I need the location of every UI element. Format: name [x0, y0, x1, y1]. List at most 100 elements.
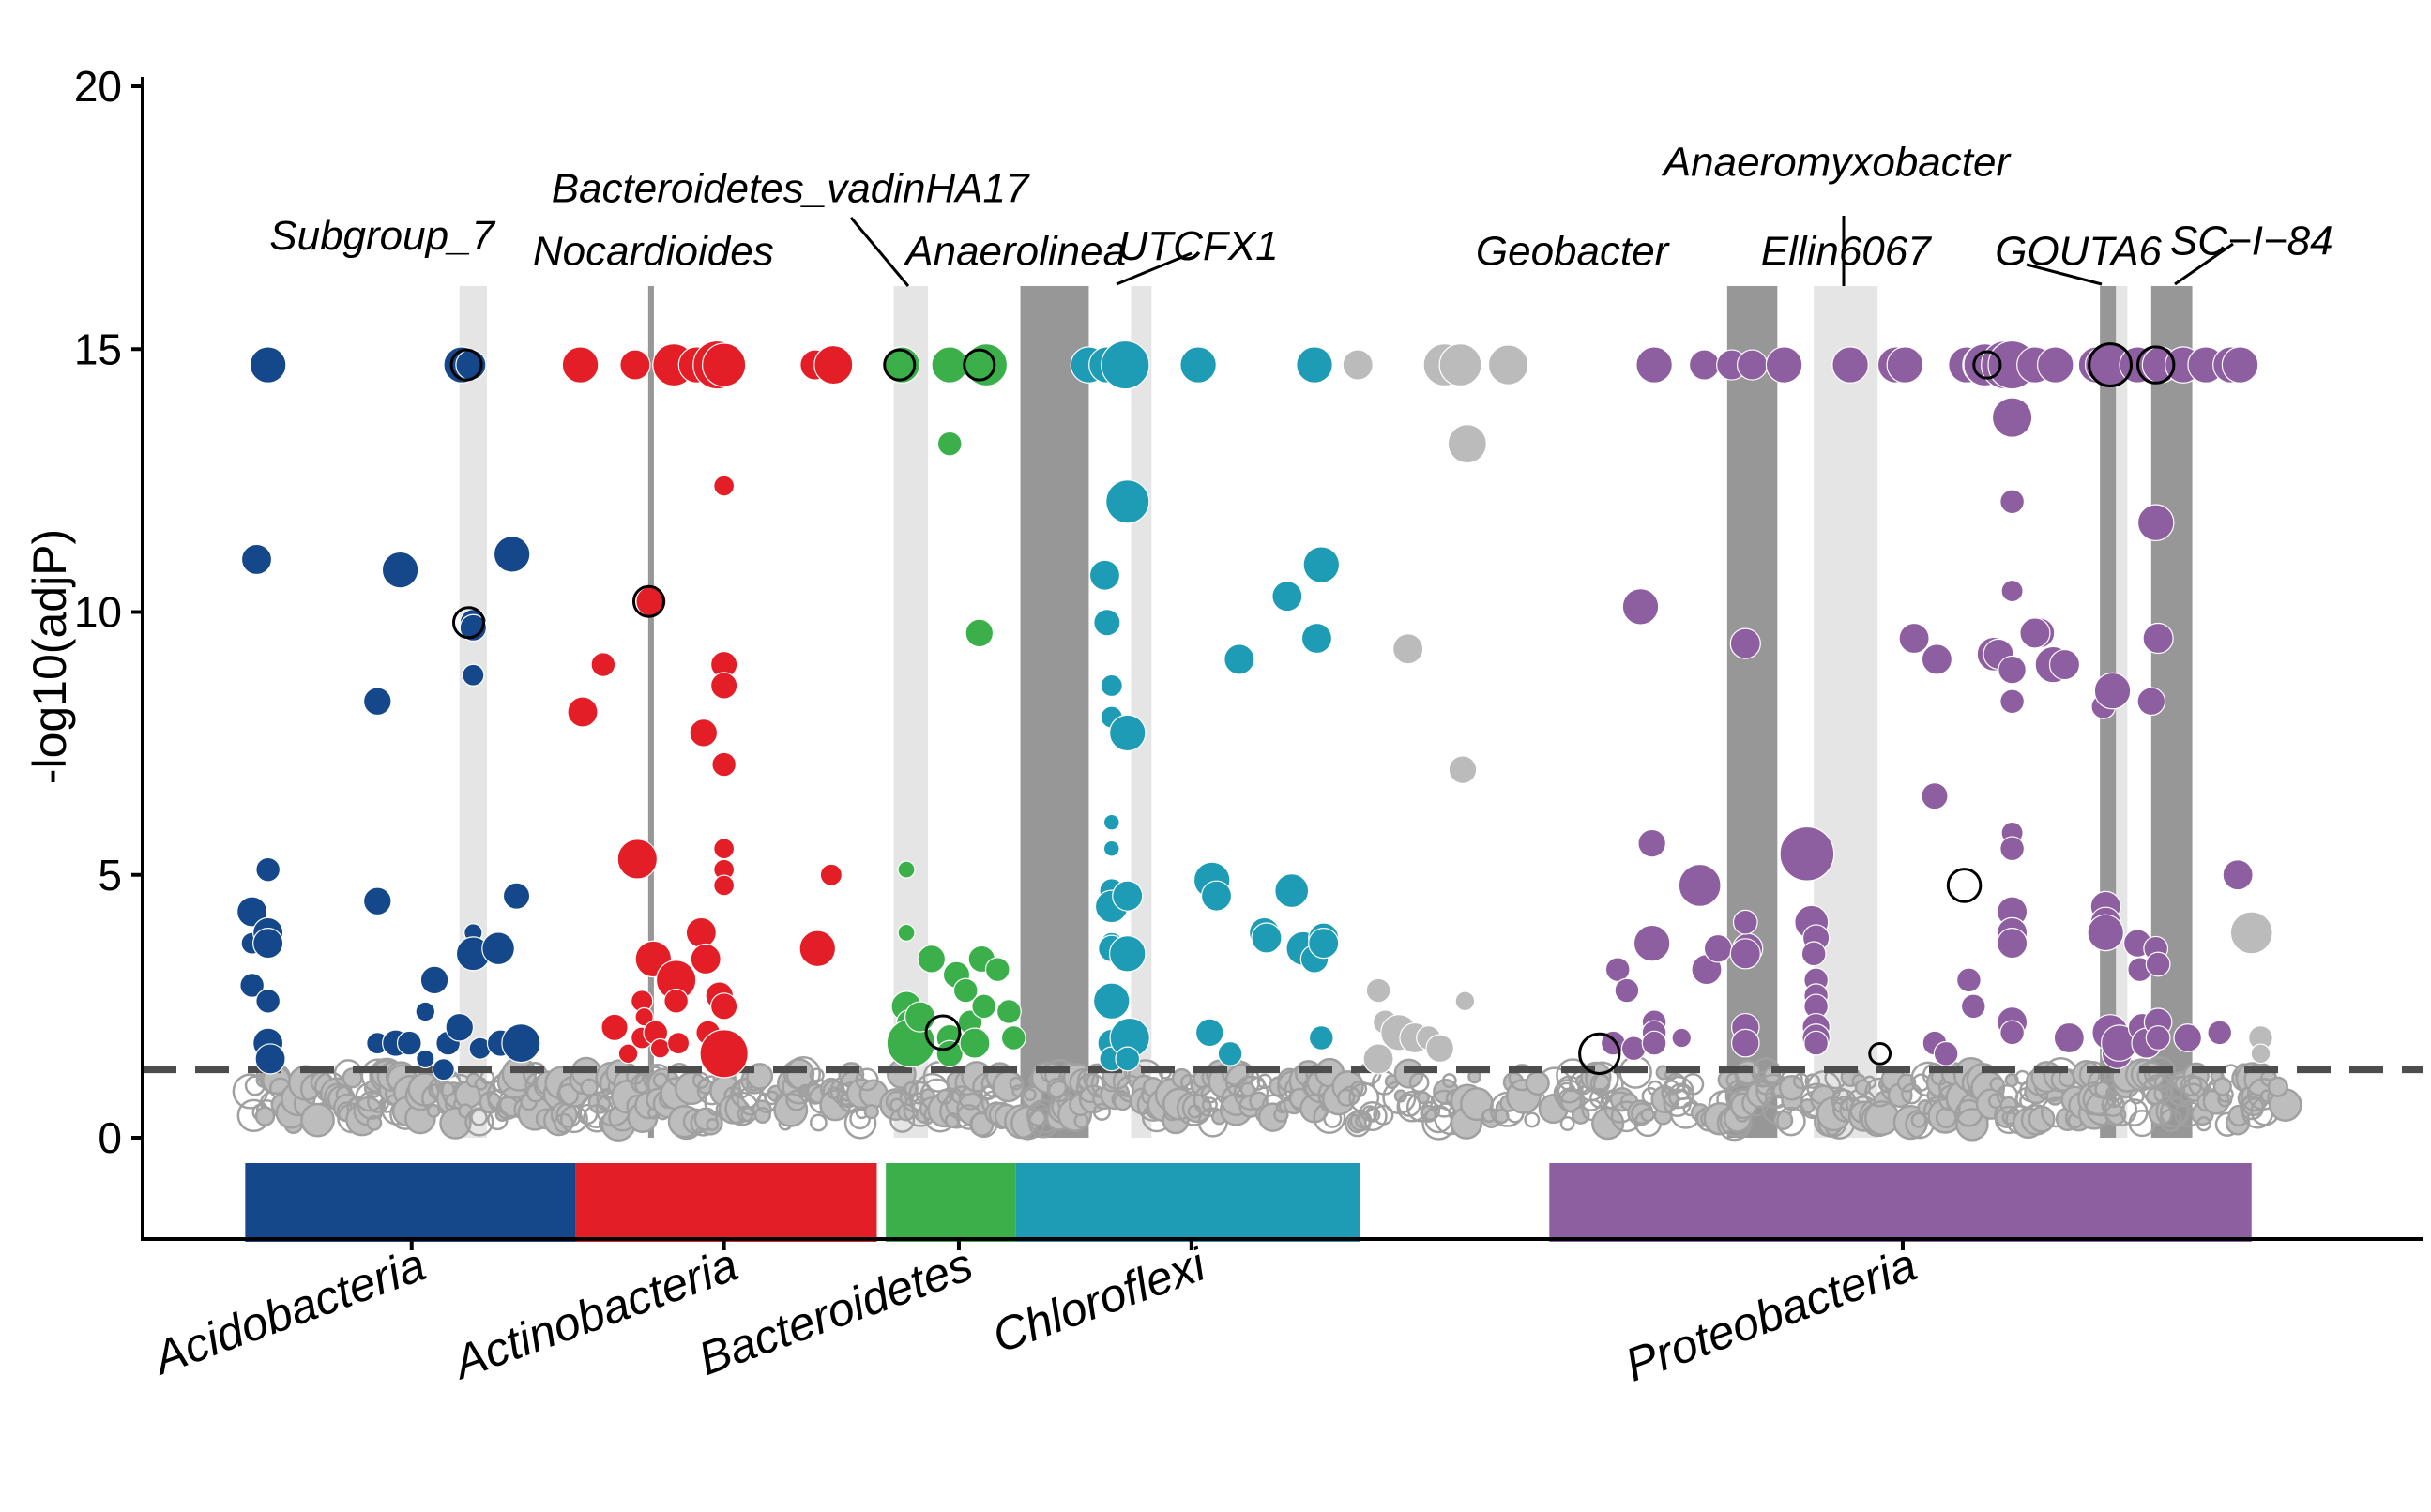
point-proteobacteria-68 — [2048, 648, 2081, 681]
genus-label-2: Bacteroidetes_vadinHA17 — [552, 165, 1030, 211]
point-chloroflexi-26 — [1194, 1018, 1224, 1048]
highlight-band-8 — [2116, 286, 2128, 1138]
point-open-10 — [1946, 868, 1983, 903]
point-proteobacteria-69 — [2036, 346, 2074, 384]
y-axis-title: -log10(adjP) — [23, 529, 76, 784]
point-actinobacteria-10 — [635, 585, 667, 617]
point-proteobacteria-38 — [1898, 622, 1930, 655]
point-bacteroidetes-17 — [971, 993, 997, 1020]
point-proteobacteria-66 — [2019, 617, 2051, 649]
genus-label-4: UTCFX1 — [1118, 223, 1279, 269]
point-chloroflexi-25 — [1200, 880, 1233, 912]
point-bacteroidetes-21 — [995, 999, 1022, 1024]
point-actinobacteria-35 — [699, 1029, 749, 1079]
point-chloroflexi-28 — [1223, 643, 1255, 675]
ns-point-660 — [2212, 1077, 2232, 1096]
genus-label-1: Nocardioides — [533, 229, 774, 275]
highlight-band-3 — [1020, 286, 1089, 1138]
point-open-4 — [449, 348, 483, 382]
leader-line-3 — [2026, 263, 2103, 286]
axes — [141, 77, 2423, 1241]
point-proteobacteria-15 — [1703, 933, 1733, 963]
ns-point-681 — [1373, 1104, 1394, 1126]
point-acidobacteria-4 — [239, 973, 266, 998]
point-actinobacteria-26 — [713, 475, 736, 497]
point-open-8 — [1578, 1032, 1621, 1075]
point-acidobacteria-10 — [254, 1043, 286, 1075]
ns-point-416 — [1559, 1116, 1575, 1131]
x-ticks: Acidobacteria ActinobacteriaBacteroidetes… — [144, 1237, 1923, 1391]
point-proteobacteria-12 — [1688, 349, 1721, 381]
ns-point-198 — [730, 1078, 762, 1110]
point-chloroflexi-36 — [1296, 346, 1333, 384]
point-proteobacteria-17 — [1729, 627, 1761, 659]
point-proteobacteria-40 — [1921, 781, 1949, 810]
point-bacteroidetes-7 — [917, 945, 947, 974]
point-other-12 — [1454, 990, 1476, 1012]
point-proteobacteria-45 — [1956, 967, 1982, 993]
point-acidobacteria-16 — [396, 1030, 422, 1056]
point-chloroflexi-19 — [1108, 935, 1147, 973]
point-actinobacteria-29 — [711, 751, 737, 778]
point-proteobacteria-102 — [2207, 1020, 2233, 1046]
point-acidobacteria-22 — [445, 1012, 475, 1042]
point-chloroflexi-31 — [1271, 581, 1303, 612]
point-bacteroidetes-22 — [1000, 1025, 1026, 1051]
point-chloroflexi-4 — [1100, 673, 1123, 698]
y-tick-label-5: 5 — [98, 851, 122, 900]
ns-point-357 — [1201, 1096, 1218, 1113]
ns-point-86 — [464, 1107, 494, 1137]
y-ticks: 0 5 10 15 20 — [74, 62, 143, 1162]
point-actinobacteria-28 — [709, 672, 738, 700]
genus-annotations: Subgroup_7 Nocardioides Bacteroidetes_vadi… — [269, 139, 2333, 287]
point-proteobacteria-22 — [1730, 1028, 1760, 1058]
point-proteobacteria-2 — [1604, 957, 1631, 983]
point-actinobacteria-17 — [666, 1031, 691, 1055]
point-proteobacteria-100 — [2221, 346, 2259, 384]
leader-line-4 — [2174, 242, 2234, 286]
ns-point-672 — [1350, 1080, 1368, 1098]
y-tick-label-10: 10 — [74, 588, 122, 637]
point-proteobacteria-3 — [1614, 977, 1640, 1004]
point-bacteroidetes-2 — [897, 923, 916, 942]
point-acidobacteria-20 — [432, 1058, 455, 1081]
point-open-0 — [963, 348, 996, 382]
point-proteobacteria-39 — [1921, 643, 1953, 675]
point-acidobacteria-19 — [419, 965, 449, 995]
ns-point-7 — [254, 1106, 276, 1126]
ns-point-375 — [1233, 1075, 1269, 1111]
ns-point-239 — [855, 1067, 879, 1092]
point-actinobacteria-30 — [713, 838, 736, 860]
point-proteobacteria-11 — [1671, 1027, 1693, 1049]
phylum-bar-proteobacteria — [1549, 1163, 2252, 1242]
ns-point-293 — [1023, 1088, 1037, 1102]
point-acidobacteria-7 — [252, 928, 284, 960]
point-chloroflexi-35 — [1300, 622, 1333, 655]
point-proteobacteria-63 — [1999, 1020, 2026, 1046]
genus-label-8: GOUTA6 — [1995, 229, 2162, 275]
highlight-band-5 — [1726, 286, 1778, 1138]
genus-label-3: Anaerolinea — [903, 229, 1126, 275]
point-other-0 — [1342, 349, 1374, 381]
point-proteobacteria-90 — [2136, 504, 2175, 542]
point-acidobacteria-18 — [416, 1049, 435, 1069]
point-acidobacteria-27 — [462, 663, 485, 687]
point-bacteroidetes-8 — [931, 346, 969, 384]
point-proteobacteria-20 — [1732, 909, 1758, 935]
point-chloroflexi-2 — [1088, 559, 1121, 591]
point-other-13 — [1487, 344, 1529, 386]
point-proteobacteria-54 — [2000, 579, 2024, 603]
point-bacteroidetes-13 — [952, 977, 979, 1004]
point-proteobacteria-7 — [1633, 924, 1671, 962]
point-other-4 — [1392, 633, 1424, 665]
point-bacteroidetes-6 — [904, 1001, 936, 1033]
point-other-7 — [1425, 1034, 1454, 1064]
point-acidobacteria-5 — [255, 856, 281, 883]
point-chloroflexi-17 — [1108, 714, 1147, 752]
phylum-bar-chloroflexi — [1015, 1163, 1360, 1242]
point-chloroflexi-16 — [1105, 479, 1150, 524]
point-actinobacteria-39 — [813, 344, 854, 386]
point-chloroflexi-37 — [1302, 546, 1341, 583]
point-chloroflexi-22 — [1115, 1046, 1141, 1072]
point-proteobacteria-101 — [2222, 859, 2254, 891]
